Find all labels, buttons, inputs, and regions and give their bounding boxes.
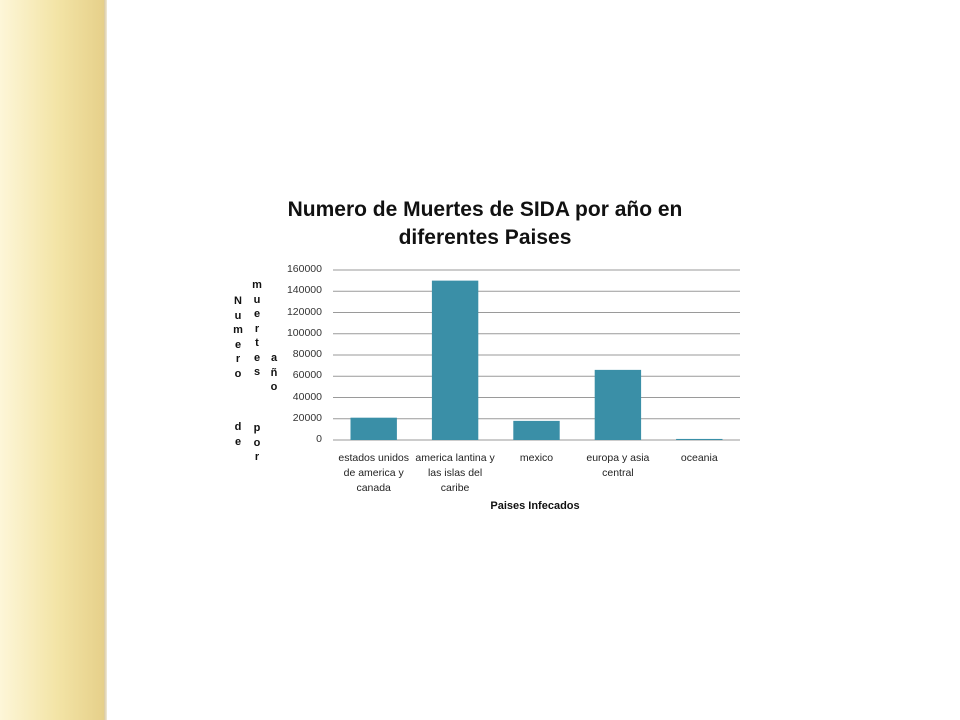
x-axis-label: Paises Infecados <box>490 500 580 512</box>
y-tick-label: 80000 <box>292 348 322 360</box>
y-tick-label: 40000 <box>292 390 322 403</box>
bar <box>513 420 560 440</box>
y-tick-label: 20000 <box>292 411 322 424</box>
gridlines <box>333 269 740 441</box>
y-tick-label: 120000 <box>286 305 322 318</box>
x-tick-label: europa y asia central <box>586 452 650 479</box>
y-tick-label: 60000 <box>292 369 322 382</box>
x-tick-label: oceania <box>680 452 718 464</box>
x-tick-label: america lantina y las islas del caribe <box>415 452 495 494</box>
slide-side-band <box>0 0 104 720</box>
y-axis-label-word-5: a ñ o <box>270 352 278 393</box>
y-axis-label-word-3: m u e r t e s <box>252 279 262 378</box>
y-tick-label: 100000 <box>286 326 322 339</box>
y-tick-label: 0 <box>316 433 322 445</box>
y-tick-label: 160000 <box>286 263 322 275</box>
x-tick-label: estados unidos de america y canada <box>338 452 409 494</box>
y-axis-label-word-4: p o r <box>253 422 261 463</box>
x-tick-label: mexico <box>519 452 554 464</box>
bar <box>350 417 397 440</box>
bar <box>431 280 479 440</box>
slide-side-band-edge <box>104 0 107 720</box>
chart-title: Numero de Muertes de SIDA por año en dif… <box>287 198 683 249</box>
bars <box>350 280 723 440</box>
bar <box>594 369 642 440</box>
y-axis-label-word-1: N u m e r o <box>233 295 243 380</box>
y-axis-label-word-2: d e <box>234 421 242 448</box>
bar <box>676 438 723 440</box>
y-tick-label: 140000 <box>286 284 322 297</box>
